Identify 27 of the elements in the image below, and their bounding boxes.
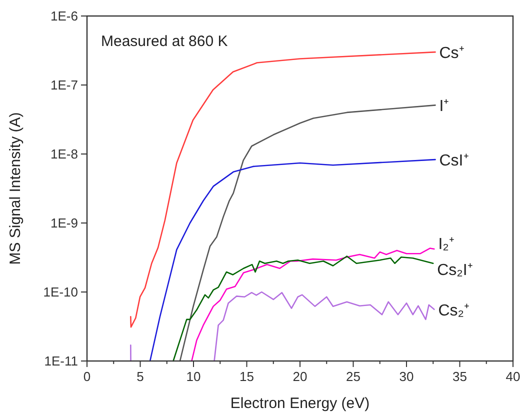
x-tick-label: 25 <box>346 369 360 384</box>
y-tick-label: 1E-11 <box>44 354 78 368</box>
series-label: I₂⁺ <box>438 236 454 254</box>
series-label: Cs⁺ <box>439 45 464 62</box>
x-tick-label: 5 <box>136 369 144 384</box>
x-tick-label: 0 <box>83 369 91 384</box>
annotation: Measured at 860 K <box>101 33 228 50</box>
series-label: CsI⁺ <box>439 152 468 170</box>
series-label: Cs₂⁺ <box>438 302 469 320</box>
y-tick-label: 1E-7 <box>50 78 78 92</box>
x-tick-label: 40 <box>506 369 520 384</box>
x-tick-label: 35 <box>452 369 467 384</box>
line-series <box>179 104 436 362</box>
y-tick-label: 1E-9 <box>50 216 78 230</box>
x-tick-label: 20 <box>292 369 308 384</box>
y-axis-title: MS Signal Intensity (A) <box>7 112 24 265</box>
x-tick-label: 10 <box>186 369 201 384</box>
line-series <box>130 51 436 328</box>
x-axis-title: Electron Energy (eV) <box>230 395 370 412</box>
series-label: Cs₂I⁺ <box>437 262 472 280</box>
y-tick-label: 1E-6 <box>50 8 78 24</box>
y-tick-label: 1E-10 <box>43 284 78 300</box>
x-tick-label: 15 <box>240 369 254 384</box>
y-tick-label: 1E-8 <box>50 146 78 162</box>
series-label: I⁺ <box>439 98 449 116</box>
line-series <box>149 158 436 362</box>
x-tick-label: 30 <box>399 369 414 384</box>
